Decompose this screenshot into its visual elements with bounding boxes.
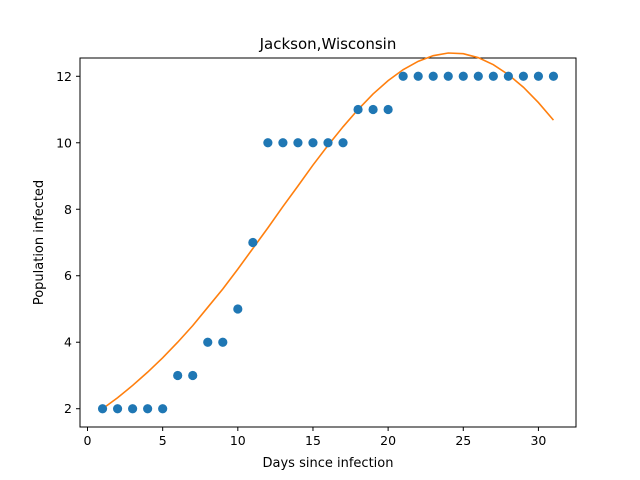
data-point bbox=[458, 71, 468, 81]
data-point bbox=[308, 138, 318, 148]
y-tick-label: 4 bbox=[64, 335, 72, 350]
data-point bbox=[503, 71, 513, 81]
y-tick-label: 6 bbox=[64, 268, 72, 283]
data-point bbox=[278, 138, 288, 148]
plot-frame bbox=[79, 57, 577, 428]
x-tick-label: 0 bbox=[84, 433, 92, 448]
data-point bbox=[488, 71, 498, 81]
x-tick-label: 20 bbox=[380, 433, 396, 448]
data-point bbox=[323, 138, 333, 148]
x-tick-label: 10 bbox=[230, 433, 246, 448]
data-point bbox=[218, 337, 228, 347]
data-point bbox=[173, 370, 183, 381]
data-point bbox=[548, 71, 559, 81]
x-tick-label: 5 bbox=[159, 433, 167, 448]
y-tick-label: 8 bbox=[64, 202, 72, 217]
data-point bbox=[112, 404, 123, 414]
data-point bbox=[338, 138, 348, 148]
data-point bbox=[368, 104, 378, 115]
x-tick-label: 15 bbox=[305, 433, 321, 448]
chart-title: Jackson,Wisconsin bbox=[259, 35, 397, 53]
fit-line bbox=[102, 52, 555, 410]
data-point bbox=[158, 404, 168, 414]
data-point bbox=[413, 71, 423, 81]
scatter-series bbox=[97, 71, 559, 414]
data-point bbox=[293, 138, 303, 148]
x-axis-label: Days since infection bbox=[263, 456, 394, 471]
y-axis-label: Population infected bbox=[32, 180, 47, 305]
y-tick-label: 2 bbox=[64, 401, 72, 416]
data-point bbox=[473, 71, 483, 81]
data-point bbox=[383, 104, 393, 115]
plot-area bbox=[79, 52, 577, 428]
data-point bbox=[533, 71, 544, 81]
y-tick-label: 12 bbox=[56, 69, 72, 84]
x-tick-label: 25 bbox=[455, 433, 471, 448]
fit-line-series bbox=[102, 52, 555, 410]
data-point bbox=[428, 71, 438, 81]
data-point bbox=[518, 71, 528, 81]
data-point bbox=[353, 104, 363, 115]
data-point bbox=[248, 237, 258, 248]
data-point bbox=[233, 304, 243, 314]
data-point bbox=[128, 404, 138, 414]
data-point bbox=[263, 138, 273, 148]
data-point bbox=[203, 337, 213, 347]
data-point bbox=[443, 71, 453, 81]
data-point bbox=[398, 71, 408, 81]
x-axis-ticks: 0 5 10 15 20 25 30 bbox=[84, 427, 546, 448]
data-point bbox=[188, 370, 198, 381]
y-axis-ticks: 2 4 6 8 10 12 bbox=[56, 69, 80, 416]
y-tick-label: 10 bbox=[56, 135, 72, 150]
x-tick-label: 30 bbox=[530, 433, 546, 448]
data-point bbox=[143, 404, 153, 414]
data-point bbox=[97, 404, 108, 414]
